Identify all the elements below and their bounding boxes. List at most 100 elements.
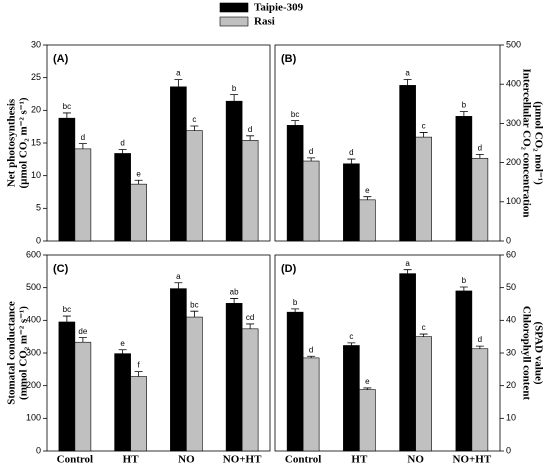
bar [114, 153, 131, 242]
bar [114, 353, 131, 452]
y-axis-label: (SPAD value) [532, 321, 544, 384]
y-tick-label: 100 [506, 196, 521, 206]
significance-letter: a [176, 69, 181, 78]
panel-label: (C) [53, 263, 69, 275]
y-tick-label: 200 [26, 380, 41, 390]
panel-label: (A) [53, 53, 69, 65]
error-bar [62, 315, 71, 322]
significance-letter: d [81, 133, 85, 142]
bar [186, 130, 203, 242]
bar [130, 183, 147, 242]
significance-letter: e [365, 377, 370, 386]
y-tick-label: 600 [26, 249, 41, 259]
y-tick-label: 5 [36, 203, 41, 213]
y-axis-label: (µmol CO₂ mol⁻¹) [532, 101, 544, 185]
error-bar [475, 345, 484, 349]
y-axis-label: Net photosynthesis [6, 98, 18, 187]
significance-letter: bc [63, 102, 71, 111]
y-tick-label: 0 [36, 235, 41, 245]
significance-letter: e [120, 339, 125, 348]
significance-letter: b [462, 101, 467, 110]
bar [471, 348, 489, 452]
y-tick-label: 500 [26, 282, 41, 292]
error-bar [419, 333, 428, 337]
y-tick-label: 50 [506, 282, 516, 292]
bar [471, 157, 489, 242]
x-tick-label: NO+HT [223, 454, 262, 466]
x-tick-label: Control [57, 454, 93, 466]
error-bar [246, 323, 255, 329]
significance-letter: bc [63, 305, 71, 314]
y-tick-label: 20 [31, 105, 41, 115]
bar [343, 163, 360, 242]
error-bar [118, 149, 127, 154]
y-axis-label: (µmol CO₂ m⁻² s⁻¹) [18, 97, 30, 188]
y-tick-label: 20 [506, 380, 516, 390]
error-bar [363, 387, 372, 390]
error-bar [419, 132, 428, 138]
y-tick-label: 400 [26, 315, 41, 325]
bar [241, 140, 259, 242]
error-bar [291, 120, 300, 126]
significance-letter: c [192, 115, 196, 124]
y-tick-label: 30 [31, 39, 41, 49]
y-tick-label: 30 [506, 347, 516, 357]
bar [74, 148, 92, 242]
y-tick-label: 0 [36, 445, 41, 455]
significance-letter: b [232, 84, 237, 93]
error-bar [291, 308, 300, 313]
significance-letter: d [309, 147, 313, 156]
significance-letter: d [248, 125, 252, 134]
y-tick-label: 25 [31, 72, 41, 82]
bar [225, 100, 243, 242]
significance-letter: a [405, 259, 410, 268]
bar [415, 136, 432, 242]
bar [359, 389, 376, 452]
bar [455, 290, 473, 452]
legend-label: Taipie-309 [254, 2, 304, 14]
bar [286, 125, 304, 242]
y-axis-label: Stomatal conductance [6, 301, 18, 405]
error-bar [190, 310, 199, 318]
bar [399, 273, 416, 452]
error-bar [307, 157, 316, 162]
y-tick-label: 300 [26, 347, 41, 357]
y-tick-label: 40 [506, 315, 516, 325]
significance-letter: d [349, 148, 353, 157]
error-bar [475, 153, 484, 159]
y-tick-label: 0 [506, 445, 511, 455]
error-bar [347, 158, 356, 164]
bar [286, 311, 304, 452]
y-tick-label: 400 [506, 79, 521, 89]
error-bar [134, 179, 143, 185]
x-tick-label: HT [123, 454, 140, 466]
bar [58, 117, 76, 242]
error-bar [118, 349, 127, 354]
bar [359, 199, 376, 242]
error-bar [230, 94, 239, 102]
x-tick-label: NO [407, 454, 424, 466]
error-bar [403, 269, 412, 274]
legend-swatch [219, 16, 249, 27]
significance-letter: de [78, 327, 87, 336]
bar [241, 328, 259, 452]
y-tick-label: 200 [506, 157, 521, 167]
x-tick-label: NO+HT [453, 454, 492, 466]
y-axis-label: (mmol CO₂ m⁻² s⁻¹) [18, 306, 30, 400]
error-bar [174, 282, 183, 289]
significance-letter: e [136, 169, 141, 178]
y-tick-label: 10 [31, 170, 41, 180]
error-bar [134, 371, 143, 377]
legend-swatch [219, 2, 249, 13]
error-bar [174, 79, 183, 87]
significance-letter: cd [246, 313, 254, 322]
significance-letter: d [309, 345, 313, 354]
error-bar [403, 79, 412, 86]
y-tick-label: 15 [31, 137, 41, 147]
significance-letter: e [365, 186, 370, 195]
error-bar [363, 196, 372, 200]
y-tick-label: 500 [506, 39, 521, 49]
bar [170, 288, 187, 452]
significance-letter: b [293, 298, 298, 307]
